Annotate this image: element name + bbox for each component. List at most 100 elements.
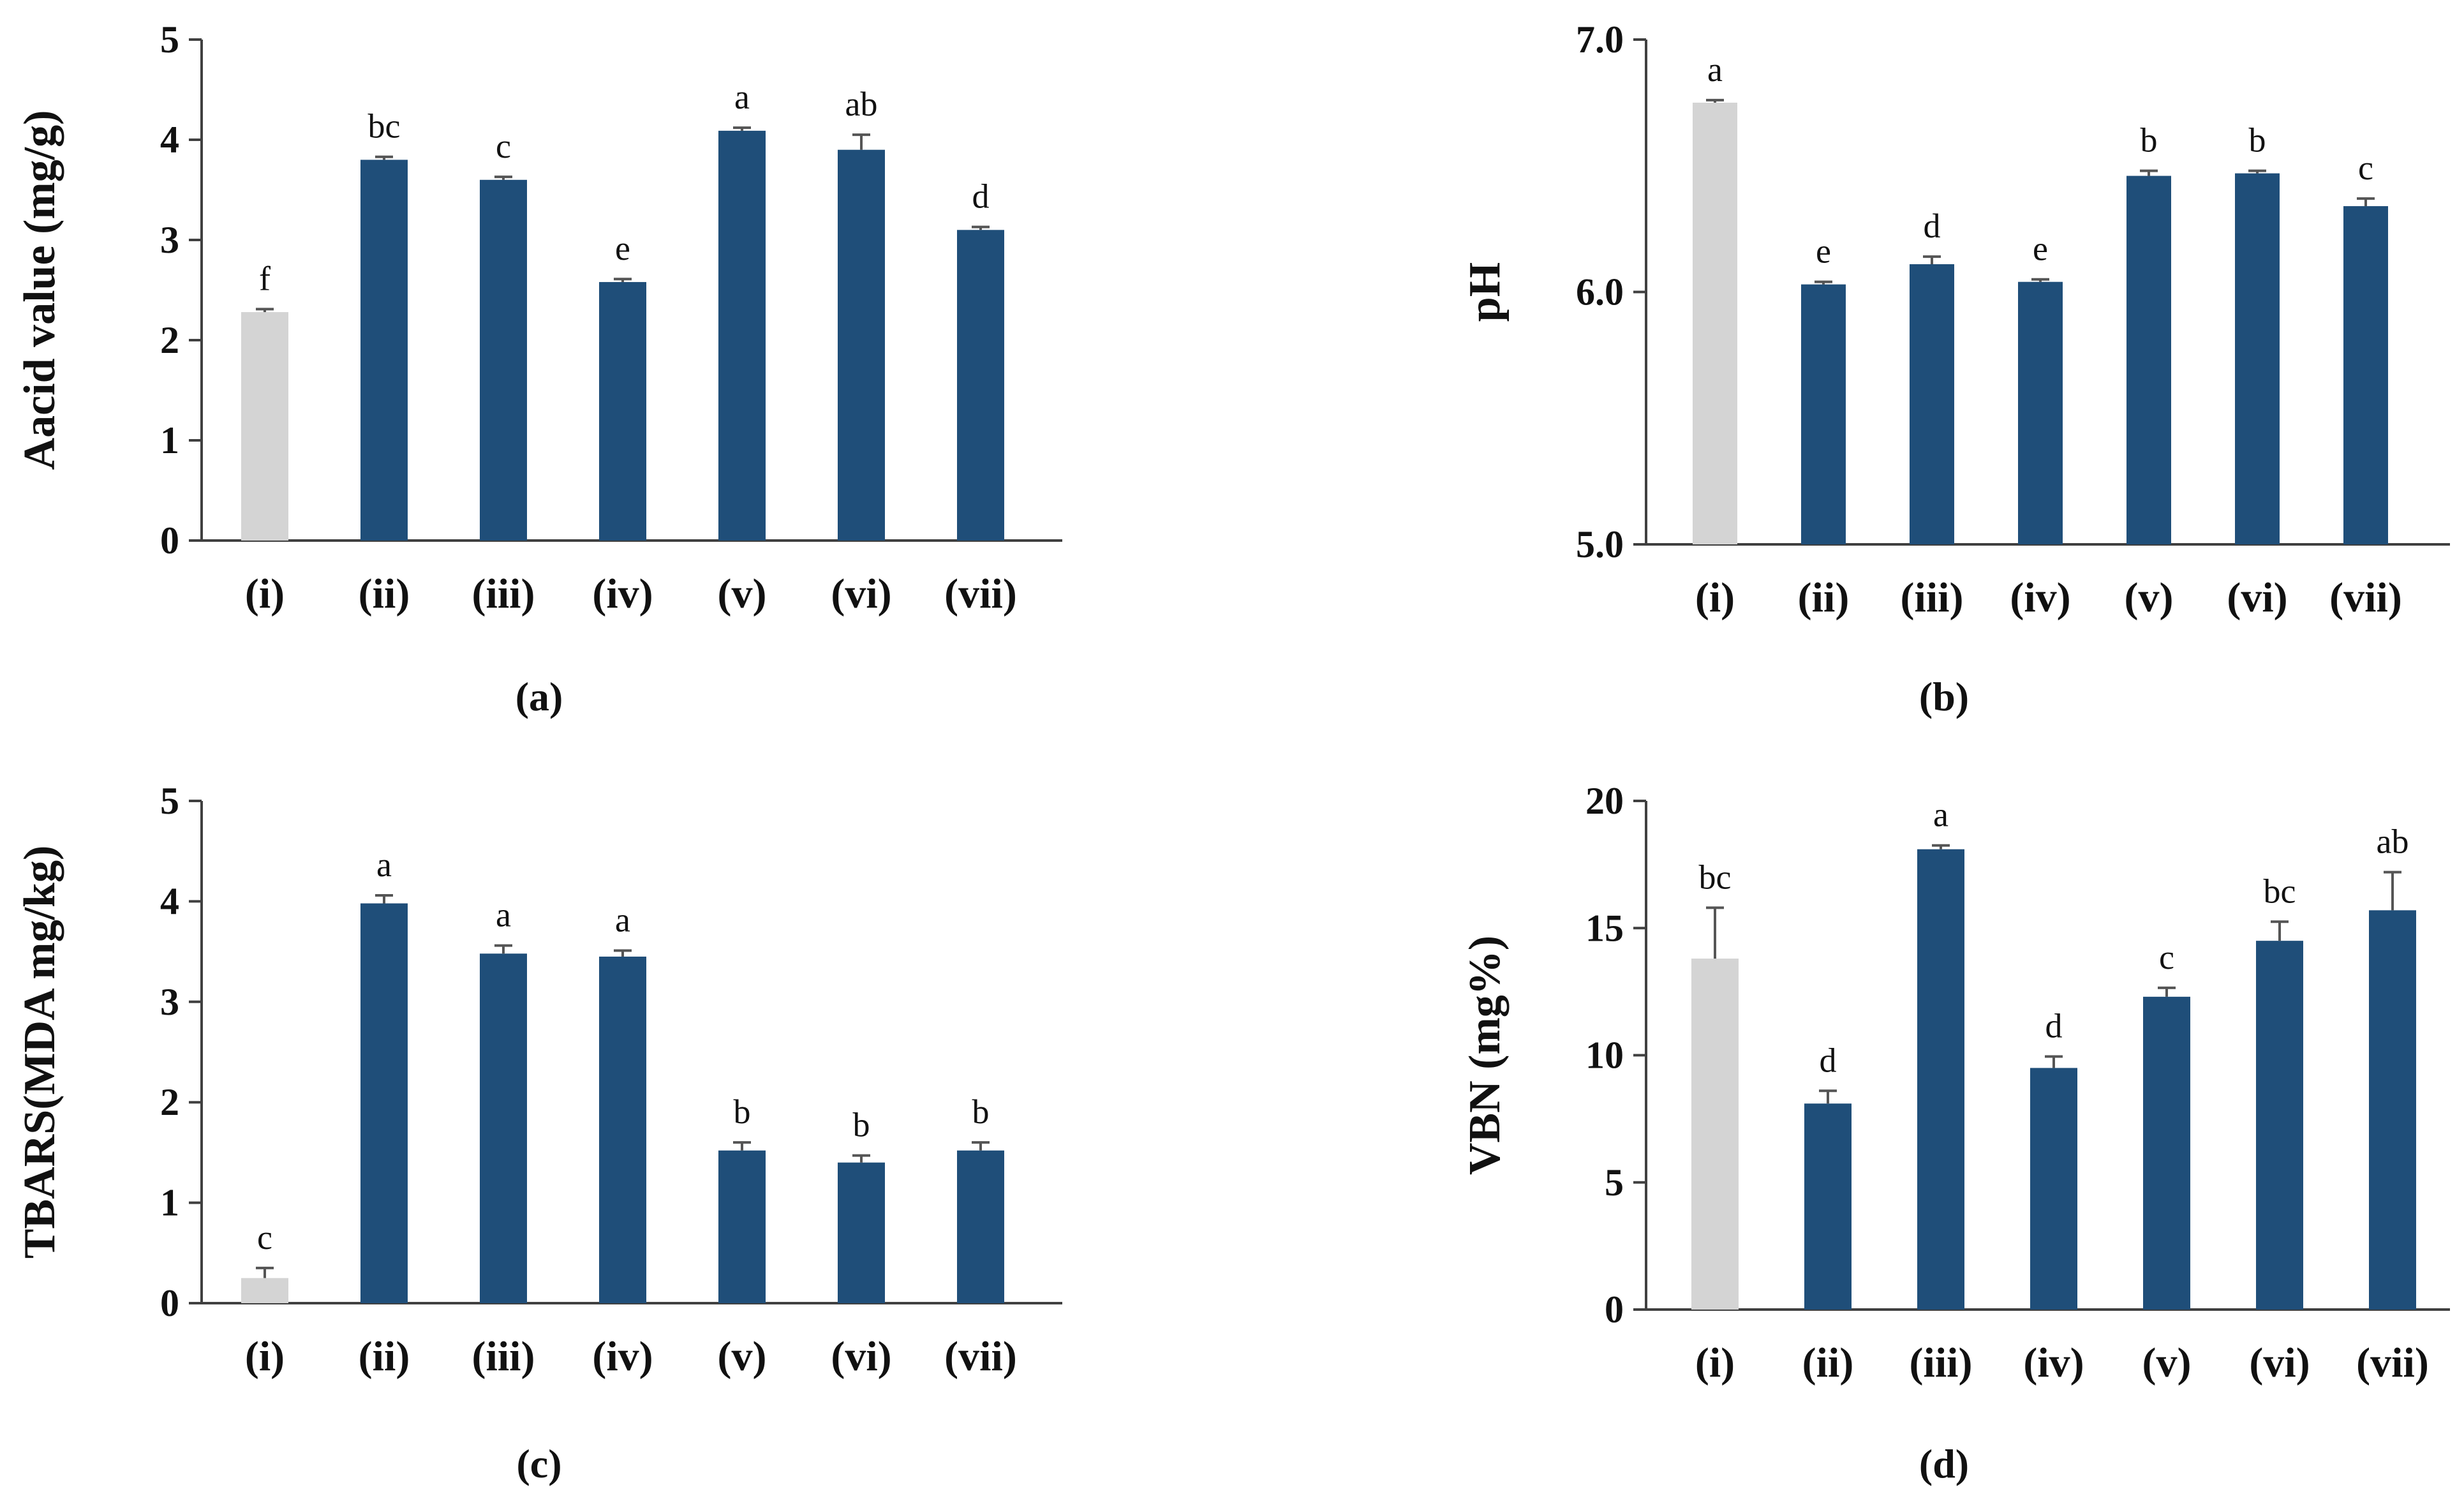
chart-b-significance-label: a	[1707, 50, 1723, 89]
chart-c-y-label: TBARS(MDA mg/kg)	[15, 846, 64, 1259]
chart-c-significance-label: a	[376, 846, 392, 884]
chart-a-y-tick-label: 5	[160, 19, 179, 61]
chart-b-bar	[2343, 206, 2388, 544]
chart-a-bar	[838, 149, 885, 541]
chart-d-y-tick-label: 0	[1605, 1288, 1624, 1331]
chart-b-y-label: pH	[1460, 262, 1510, 322]
chart-b-x-tick-label: (ii)	[1798, 574, 1850, 621]
chart-a-error-bar	[852, 133, 870, 150]
chart-c-bar	[718, 1150, 766, 1303]
chart-b-error-bar	[2357, 197, 2375, 207]
chart-a-bar	[718, 130, 766, 541]
chart-d-bar	[2030, 1068, 2077, 1310]
chart-b-significance-label: e	[2033, 230, 2048, 268]
chart-c-x-tick-label: (iii)	[472, 1333, 535, 1380]
chart-c-bar	[599, 956, 646, 1303]
chart-c-y-tick-label: 3	[160, 981, 179, 1023]
chart-a-error-bar	[494, 175, 512, 180]
chart-d-significance-label: ab	[2377, 823, 2409, 861]
chart-d-significance-label: a	[1933, 796, 1948, 834]
chart-d-significance-label: c	[2159, 938, 2174, 976]
chart-d-y-tick-label: 15	[1585, 907, 1624, 949]
chart-d-error-bar	[1706, 906, 1724, 959]
chart-a-error-bar	[733, 126, 751, 131]
chart-d-caption: (d)	[1919, 1441, 1969, 1486]
chart-b-error-bar	[2031, 278, 2049, 282]
chart-d-y-label: VBN (mg%)	[1460, 936, 1510, 1175]
chart-a-y-tick-label: 4	[160, 119, 179, 161]
chart-a-bar	[480, 179, 527, 541]
chart-d-x-tick-label: (ii)	[1802, 1340, 1854, 1386]
chart-a-bar	[360, 160, 408, 541]
chart-b-x-tick-label: (i)	[1695, 574, 1735, 621]
chart-b-significance-label: e	[1816, 232, 1831, 271]
chart-a-error-bar	[256, 308, 274, 313]
chart-a-x-tick-label: (vi)	[831, 571, 891, 617]
chart-a-y-tick-label: 0	[160, 519, 179, 562]
chart-b-caption: (b)	[1919, 674, 1969, 719]
chart-b-y-tick-label: 7.0	[1576, 19, 1624, 61]
chart-c-x-tick-label: (i)	[245, 1333, 285, 1380]
chart-c-error-bar	[972, 1141, 990, 1151]
chart-c-y-tick-label: 1	[160, 1182, 179, 1224]
chart-b-bar	[1910, 264, 1954, 544]
chart-c-bar	[360, 903, 408, 1303]
chart-a-x-tick-label: (iii)	[472, 571, 535, 617]
chart-b-x-tick-label: (vi)	[2227, 574, 2287, 621]
chart-d-y-tick-label: 20	[1585, 780, 1624, 822]
chart-c-caption: (c)	[516, 1441, 561, 1486]
chart-c-significance-label: a	[496, 896, 511, 934]
chart-a-significance-label: bc	[368, 107, 401, 146]
chart-a-y-tick-label: 1	[160, 419, 179, 461]
chart-d-bar	[2256, 941, 2303, 1310]
chart-a-y-tick-label: 3	[160, 219, 179, 261]
chart-c-error-bar	[733, 1141, 751, 1151]
chart-c-x-tick-label: (iv)	[592, 1333, 653, 1380]
chart-c-y-tick-label: 5	[160, 780, 179, 822]
chart-panel-d: 0 5 10 15 20 VBN (mg%) bc (i) d (ii) a (iii) d (iv) c (…	[1460, 780, 2450, 1486]
chart-a-x-tick-label: (i)	[245, 571, 285, 617]
chart-d-error-bar	[2384, 870, 2401, 911]
chart-b-error-bar	[2248, 169, 2266, 174]
chart-a-x-tick-label: (v)	[718, 571, 767, 617]
chart-d-bar	[1917, 849, 1964, 1310]
chart-panel-b: 5.0 6.0 7.0 pH a (i) e (ii) d (iii) e (iv) b (v) b (vi)…	[1460, 19, 2450, 719]
chart-b-significance-label: b	[2249, 121, 2266, 160]
chart-c-bar	[957, 1150, 1004, 1303]
chart-c-x-tick-label: (vii)	[944, 1333, 1017, 1380]
chart-d-error-bar	[1932, 844, 1950, 849]
chart-a-error-bar	[375, 155, 393, 160]
chart-b-significance-label: c	[2358, 149, 2373, 187]
chart-d-error-bar	[2158, 986, 2176, 997]
chart-d-x-tick-label: (iii)	[1910, 1340, 1973, 1386]
chart-c-bar	[480, 953, 527, 1303]
chart-a-significance-label: f	[259, 259, 271, 297]
chart-a-x-tick-label: (vii)	[944, 571, 1017, 617]
chart-d-significance-label: d	[2045, 1006, 2063, 1045]
chart-d-x-tick-label: (iv)	[2023, 1340, 2084, 1386]
chart-a-significance-label: e	[615, 229, 630, 267]
chart-d-significance-label: bc	[2264, 872, 2296, 910]
chart-c-x-tick-label: (v)	[718, 1333, 767, 1380]
chart-a-significance-label: d	[972, 177, 990, 216]
chart-c-error-bar	[614, 949, 632, 957]
chart-a-x-tick-label: (iv)	[592, 571, 653, 617]
chart-a-error-bar	[972, 225, 990, 230]
chart-c-bar	[838, 1162, 885, 1303]
chart-a-significance-label: c	[496, 127, 511, 165]
chart-d-bar	[2369, 910, 2416, 1310]
chart-b-significance-label: b	[2141, 121, 2158, 160]
chart-a-caption: (a)	[516, 674, 563, 719]
chart-c-significance-label: a	[615, 901, 630, 939]
chart-c-significance-label: b	[853, 1106, 870, 1144]
chart-d-x-tick-label: (v)	[2142, 1340, 2192, 1386]
chart-c-significance-label: b	[972, 1093, 990, 1131]
chart-b-y-tick-label: 5.0	[1576, 523, 1624, 565]
chart-c-y-tick-label: 4	[160, 880, 179, 922]
chart-c-x-tick-label: (ii)	[359, 1333, 410, 1380]
chart-c-error-bar	[852, 1154, 870, 1163]
chart-c-significance-label: b	[734, 1093, 751, 1131]
chart-b-bar	[2126, 175, 2171, 544]
chart-a-x-tick-label: (ii)	[359, 571, 410, 617]
chart-b-bar	[2235, 173, 2280, 544]
